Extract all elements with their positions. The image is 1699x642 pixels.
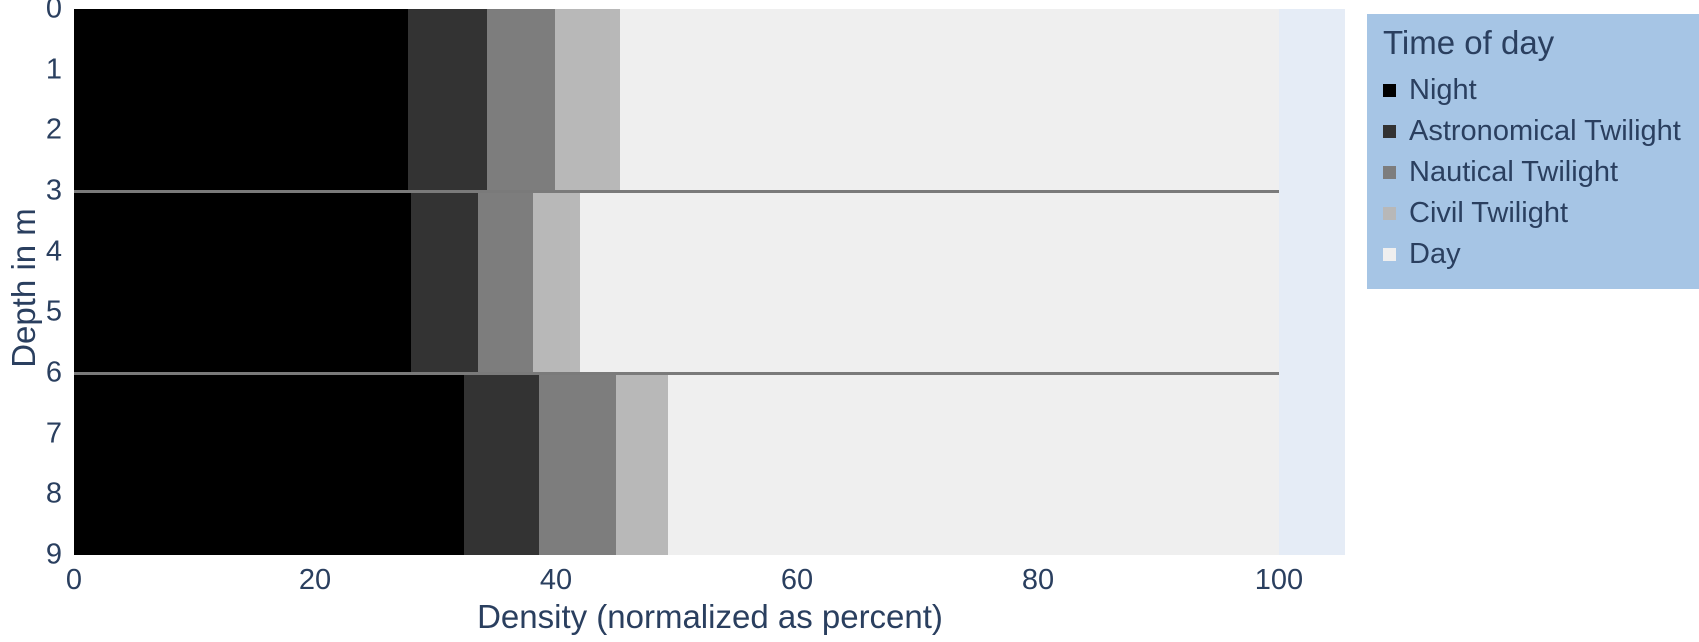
- band-separator-line: [74, 371, 1279, 375]
- legend-item-civil-twilight[interactable]: Civil Twilight: [1383, 193, 1691, 234]
- bar-segment-astronomical-twilight: [411, 191, 478, 373]
- legend-item-label: Day: [1409, 238, 1461, 270]
- x-tick-label: 40: [539, 564, 573, 596]
- legend-title: Time of day: [1383, 24, 1555, 61]
- x-tick-label: 20: [298, 564, 332, 596]
- bar-segment-civil-twilight: [533, 191, 581, 373]
- bar-segment-day: [668, 373, 1279, 555]
- y-axis-title: Depth in m: [5, 208, 42, 368]
- legend-item-day[interactable]: Day: [1383, 234, 1691, 275]
- legend-item-astronomical-twilight[interactable]: Astronomical Twilight: [1383, 111, 1691, 152]
- legend-swatch: [1383, 166, 1396, 179]
- bar-segment-astronomical-twilight: [407, 9, 488, 191]
- legend-item-night[interactable]: Night: [1383, 70, 1691, 111]
- y-tick-label: 8: [45, 477, 62, 510]
- y-tick-label: 3: [45, 174, 62, 207]
- y-tick-label: 5: [45, 295, 62, 328]
- legend-item-label: Civil Twilight: [1409, 197, 1569, 229]
- y-tick-label: 9: [45, 538, 62, 571]
- bar-segment-nautical-twilight: [539, 373, 617, 555]
- y-tick-label: 6: [45, 356, 62, 389]
- bar-segment-civil-twilight: [616, 373, 669, 555]
- bar-segment-day: [580, 191, 1279, 373]
- bar-segment-day: [619, 9, 1279, 191]
- y-tick-label: 4: [45, 235, 62, 268]
- bar-segment-nautical-twilight: [487, 9, 555, 191]
- x-tick-label: 100: [1254, 564, 1304, 596]
- x-tick-label: 0: [65, 564, 83, 596]
- legend-item-label: Astronomical Twilight: [1409, 115, 1681, 147]
- y-tick-label: 1: [45, 53, 62, 86]
- legend-swatch: [1383, 125, 1396, 138]
- legend-item-nautical-twilight[interactable]: Nautical Twilight: [1383, 152, 1691, 193]
- y-tick-label: 2: [45, 113, 62, 146]
- y-tick-label: 0: [45, 0, 62, 25]
- x-tick-label: 60: [780, 564, 814, 596]
- legend-swatch: [1383, 84, 1396, 97]
- legend-item-label: Nautical Twilight: [1409, 156, 1619, 188]
- bar-segment-night: [74, 191, 412, 373]
- legend: Time of day Night Astronomical Twilight Na…: [1367, 14, 1699, 289]
- legend-items: Night Astronomical Twilight Nautical Twili…: [1383, 70, 1691, 275]
- bar-segment-astronomical-twilight: [464, 373, 540, 555]
- y-tick-label: 7: [45, 417, 62, 450]
- bar-segment-night: [74, 373, 465, 555]
- band-separator-line: [74, 189, 1279, 193]
- x-tick-label: 80: [1021, 564, 1055, 596]
- bar-segment-night: [74, 9, 408, 191]
- x-axis-title: Density (normalized as percent): [477, 598, 943, 635]
- legend-swatch: [1383, 207, 1396, 220]
- bar-segment-nautical-twilight: [477, 191, 534, 373]
- bar-segment-civil-twilight: [554, 9, 620, 191]
- legend-swatch: [1383, 248, 1396, 261]
- legend-item-label: Night: [1409, 74, 1477, 106]
